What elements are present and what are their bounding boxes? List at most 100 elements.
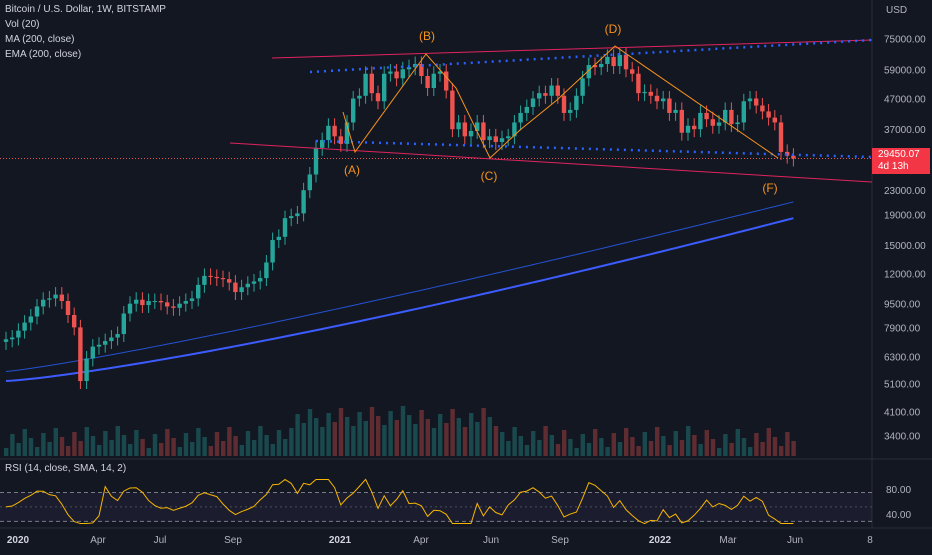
- ema-legend: EMA (200, close): [5, 49, 82, 60]
- candle-body: [574, 95, 579, 110]
- volume-bar: [512, 427, 517, 456]
- rsi-tick-label: 40.00: [886, 510, 911, 521]
- candle-body: [28, 316, 33, 323]
- volume-bar: [785, 432, 790, 456]
- volume-bar: [245, 431, 251, 456]
- candle-body: [642, 91, 647, 94]
- price-tick-label: 3400.00: [884, 432, 921, 443]
- volume-bar: [617, 442, 623, 456]
- volume-bar: [22, 429, 27, 456]
- candle-body: [772, 117, 777, 123]
- volume-bar: [661, 436, 666, 456]
- candle-body: [704, 112, 709, 120]
- volume-bar: [630, 437, 635, 456]
- candle-body: [72, 314, 77, 328]
- volume-bar: [10, 434, 15, 456]
- volume-bar: [146, 448, 151, 456]
- pattern-label: (B): [419, 29, 435, 43]
- candle-body: [754, 98, 759, 106]
- candle-body: [468, 130, 474, 137]
- candle-body: [394, 71, 399, 79]
- candle-body: [456, 122, 461, 130]
- volume-bar: [537, 440, 542, 456]
- volume-bar: [351, 426, 356, 456]
- price-tick-label: 7900.00: [884, 323, 921, 334]
- last-price-value: 29450.07: [878, 149, 920, 160]
- candle-body: [419, 63, 424, 77]
- candle-body: [611, 56, 616, 67]
- candle-body: [524, 106, 529, 113]
- volume-bar: [475, 422, 480, 456]
- candle-body: [289, 216, 294, 219]
- volume-bar: [450, 409, 455, 456]
- volume-bar: [109, 440, 114, 456]
- volume-bar: [748, 447, 753, 456]
- candle-body: [202, 275, 207, 285]
- volume-bar: [307, 409, 313, 456]
- candle-body: [313, 147, 319, 175]
- candle-body: [723, 109, 728, 123]
- volume-bar: [97, 445, 102, 456]
- candle-body: [146, 301, 151, 306]
- volume-bar: [140, 439, 145, 456]
- volume-bar: [28, 438, 34, 456]
- time-tick-label: 8: [867, 535, 873, 546]
- volume-bar: [506, 441, 511, 456]
- candle-body: [791, 155, 796, 159]
- candle-body: [196, 284, 201, 299]
- volume-bar: [524, 445, 530, 456]
- candle-body: [140, 299, 145, 306]
- volume-bar: [326, 413, 331, 456]
- volume-bar: [741, 438, 747, 456]
- candle-body: [103, 341, 108, 345]
- candle-body: [661, 98, 666, 102]
- candle-body: [450, 90, 455, 130]
- price-tick-label: 19000.00: [884, 211, 926, 222]
- price-tick-label: 47000.00: [884, 94, 926, 105]
- candle-body: [555, 85, 560, 96]
- volume-bar: [103, 431, 108, 456]
- time-tick-label: Sep: [551, 535, 569, 546]
- volume-bar: [283, 439, 288, 456]
- candle-body: [152, 301, 157, 303]
- candle-body: [512, 122, 517, 137]
- volume-bar: [679, 440, 685, 456]
- volume-bar: [686, 426, 691, 456]
- candle-body: [760, 105, 765, 112]
- lower-trendline: [229, 142, 873, 183]
- candle-body: [537, 93, 542, 99]
- candle-body: [239, 287, 244, 293]
- volume-bar: [624, 428, 629, 456]
- volume-bar: [754, 433, 759, 456]
- candle-body: [78, 327, 83, 382]
- volume-bar: [543, 426, 548, 456]
- volume-bar: [667, 445, 672, 456]
- candle-body: [59, 294, 64, 302]
- candle-body: [543, 93, 548, 96]
- candle-body: [530, 98, 536, 107]
- candle-body: [549, 85, 554, 96]
- candle-body: [357, 95, 362, 99]
- volume-bar: [165, 429, 170, 456]
- candle-body: [344, 122, 350, 144]
- pattern-zigzag: [342, 45, 779, 159]
- volume-bar: [66, 446, 71, 456]
- price-tick-label: 4100.00: [884, 408, 921, 419]
- volume-bar: [580, 434, 585, 456]
- candle-body: [766, 111, 771, 118]
- volume-bar: [121, 435, 127, 456]
- candle-body: [673, 109, 678, 113]
- volume-bar: [586, 443, 592, 456]
- candle-body: [363, 73, 368, 96]
- candle-body: [251, 281, 257, 284]
- ma-legend: MA (200, close): [5, 34, 75, 45]
- candle-body: [785, 151, 790, 156]
- bar-countdown: 4d 13h: [878, 161, 909, 172]
- time-tick-label: Jun: [787, 535, 803, 546]
- candle-body: [444, 71, 449, 91]
- volume-bar: [655, 427, 660, 456]
- volume-bar: [500, 432, 505, 456]
- volume-bar: [692, 435, 697, 456]
- volume-bar: [642, 432, 647, 456]
